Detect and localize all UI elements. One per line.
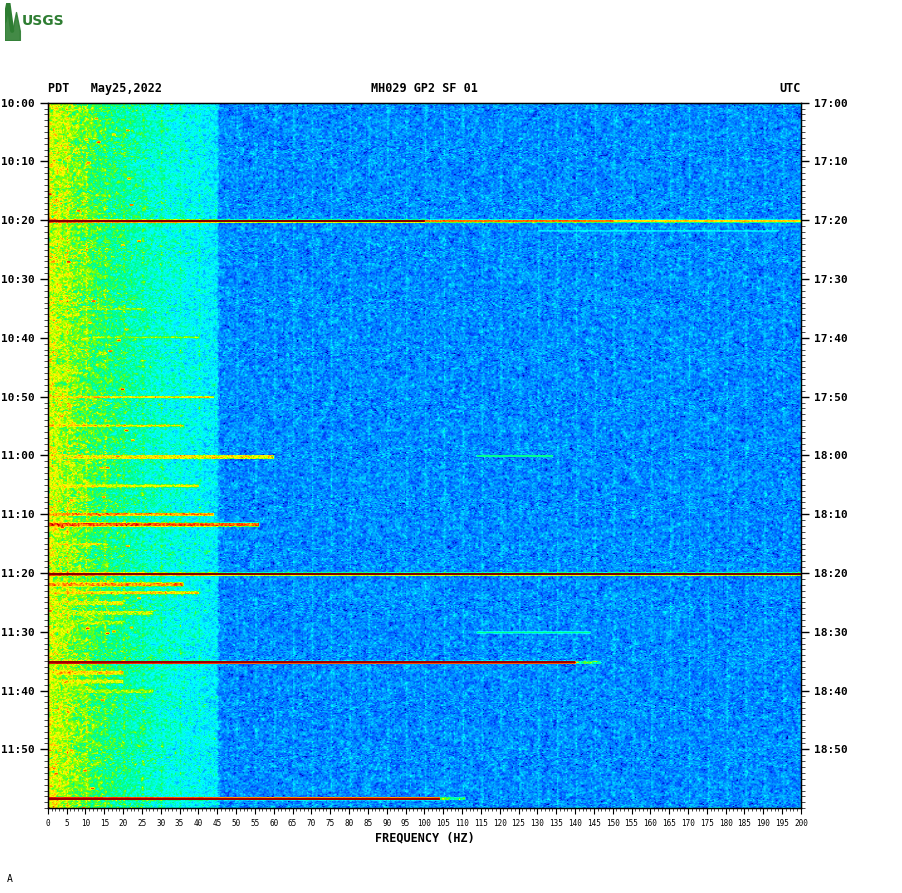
Text: A: A <box>7 874 14 884</box>
X-axis label: FREQUENCY (HZ): FREQUENCY (HZ) <box>374 831 474 845</box>
Text: USGS: USGS <box>22 14 64 29</box>
Text: UTC: UTC <box>779 81 801 95</box>
Text: MH029 GP2 SF 01: MH029 GP2 SF 01 <box>371 81 477 95</box>
Text: PDT   May25,2022: PDT May25,2022 <box>48 81 161 95</box>
